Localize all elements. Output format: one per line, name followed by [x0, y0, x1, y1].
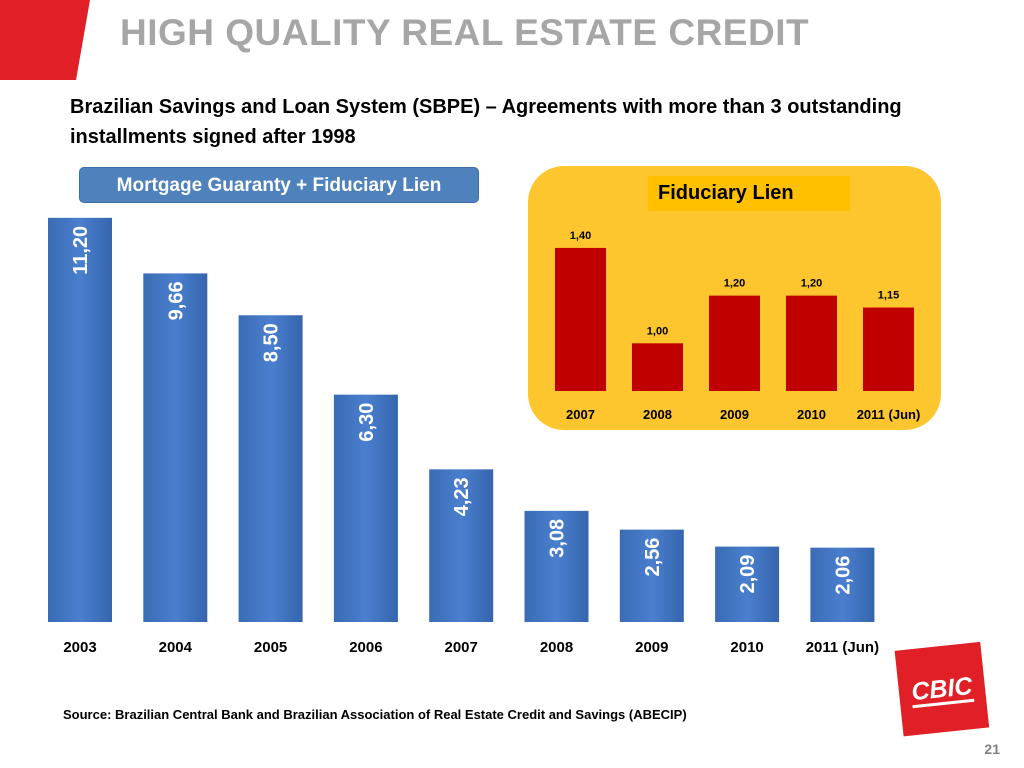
red-corner-decoration: [0, 0, 90, 80]
main-bar-value-label: 8,50: [261, 323, 283, 362]
main-bar-2011jun: [810, 547, 875, 622]
main-category-label: 2003: [63, 639, 96, 656]
main-bar-value-label: 6,30: [356, 403, 378, 442]
main-category-label: 2005: [254, 639, 287, 656]
inset-bar-2007: [555, 247, 606, 391]
inset-bar-2008: [632, 343, 683, 391]
inset-bar-value-label: 1,40: [570, 230, 591, 242]
main-category-label: 2010: [730, 639, 763, 656]
main-category-label: 2009: [635, 639, 668, 656]
inset-bar-2011jun: [863, 307, 914, 391]
inset-category-label: 2008: [643, 407, 672, 422]
inset-category-label: 2011 (Jun): [857, 407, 921, 422]
main-bar-2008: [524, 510, 589, 622]
inset-chart-title: Fiduciary Lien: [648, 176, 850, 211]
main-bar-value-label: 4,23: [451, 477, 473, 516]
main-bar-2009: [619, 529, 684, 622]
main-bar-2007: [429, 469, 494, 622]
source-note: Source: Brazilian Central Bank and Brazi…: [63, 707, 687, 722]
inset-category-label: 2009: [720, 407, 749, 422]
inset-bar-value-label: 1,15: [878, 290, 899, 302]
inset-bar-value-label: 1,20: [801, 278, 822, 290]
main-chart-title: Mortgage Guaranty + Fiduciary Lien: [79, 167, 479, 203]
main-category-label: 2006: [349, 639, 382, 656]
main-bar-2006: [333, 394, 398, 622]
inset-bar-2010: [786, 295, 837, 391]
main-bar-value-label: 2,09: [737, 555, 759, 594]
main-bar-2005: [238, 315, 303, 622]
inset-bar-2009: [709, 295, 760, 391]
main-category-label: 2008: [540, 639, 573, 656]
inset-category-label: 2007: [566, 407, 595, 422]
page-title: HIGH QUALITY REAL ESTATE CREDIT: [120, 12, 810, 53]
inset-bar-value-label: 1,00: [647, 325, 668, 337]
main-bar-2004: [143, 273, 208, 622]
main-bar-value-label: 11,20: [70, 226, 92, 275]
main-bar-value-label: 9,66: [165, 281, 187, 320]
main-bar-value-label: 3,08: [547, 519, 569, 558]
main-bar-value-label: 2,06: [832, 556, 854, 595]
main-bar-value-label: 2,56: [642, 538, 664, 577]
page-subtitle: Brazilian Savings and Loan System (SBPE)…: [70, 96, 902, 148]
main-bar-2010: [715, 546, 780, 622]
inset-bar-value-label: 1,20: [724, 278, 745, 290]
inset-category-label: 2010: [797, 407, 826, 422]
main-category-label: 2011 (Jun): [806, 639, 879, 656]
main-category-label: 2007: [445, 639, 478, 656]
page-number: 21: [984, 741, 1000, 757]
cbic-logo: CBIC: [894, 641, 990, 737]
main-category-label: 2004: [159, 639, 193, 656]
main-bar-2003: [48, 217, 112, 622]
